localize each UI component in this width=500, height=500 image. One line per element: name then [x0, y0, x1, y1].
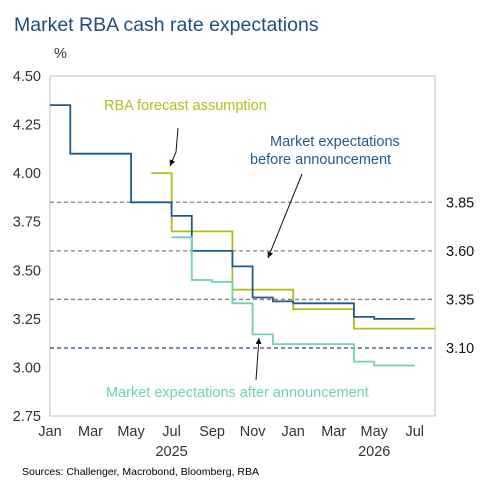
x-year-label: 2025 [155, 444, 187, 460]
annotation-label: Market expectations [270, 134, 400, 150]
annotation-label: RBA forecast assumption [104, 98, 267, 114]
y-tick-label: 3.75 [13, 215, 41, 231]
y-tick-label: 3.50 [13, 263, 41, 279]
x-tick-label: Mar [321, 424, 346, 440]
chart-title: Market RBA cash rate expectations [14, 14, 319, 36]
annotation-label: before announcement [250, 152, 391, 168]
series-line [50, 104, 415, 320]
chart-source: Sources: Challenger, Macrobond, Bloomber… [22, 466, 259, 478]
x-tick-label: Jul [405, 424, 424, 440]
x-tick-label: Nov [240, 424, 267, 440]
annotation-arrow [169, 127, 179, 167]
x-tick-label: Jan [281, 424, 304, 440]
y-tick-label: 3.25 [13, 312, 41, 328]
y-tick-label: 2.75 [13, 409, 41, 425]
plot-frame [49, 75, 436, 417]
reference-line-label: 3.60 [446, 244, 474, 260]
y-tick-label: 4.50 [13, 69, 41, 85]
y-axis-unit: % [54, 46, 67, 62]
reference-line-label: 3.35 [446, 292, 474, 308]
y-tick-label: 4.00 [13, 166, 41, 182]
x-tick-label: Jul [162, 424, 181, 440]
y-tick-label: 4.25 [13, 118, 41, 134]
x-tick-label: Mar [78, 424, 103, 440]
y-tick-label: 3.00 [13, 360, 41, 376]
x-tick-label: Sep [199, 424, 225, 440]
reference-line-label: 3.10 [446, 341, 474, 357]
reference-line-label: 3.85 [446, 195, 474, 211]
x-tick-label: May [361, 424, 389, 440]
annotation-arrow [255, 337, 262, 381]
series-line [171, 236, 415, 367]
annotation-arrow [267, 173, 303, 259]
annotation-label: Market expectations after announcement [106, 385, 369, 401]
x-tick-label: Jan [38, 424, 61, 440]
x-year-label: 2026 [358, 444, 390, 460]
x-tick-label: May [117, 424, 145, 440]
